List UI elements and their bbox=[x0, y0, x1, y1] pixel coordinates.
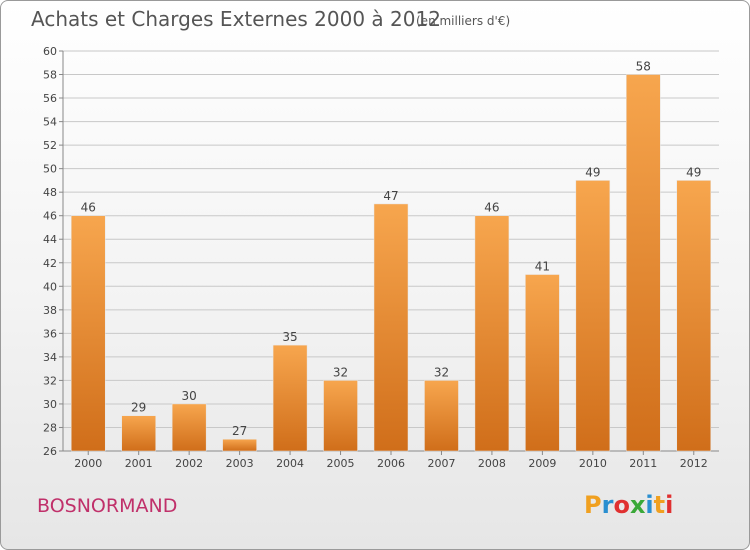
data-label: 30 bbox=[182, 389, 197, 403]
y-tick-label: 30 bbox=[43, 398, 57, 411]
x-tick-label: 2012 bbox=[680, 457, 708, 470]
bar-2011 bbox=[626, 74, 661, 452]
y-tick-label: 52 bbox=[43, 139, 57, 152]
x-tick-label: 2001 bbox=[125, 457, 153, 470]
logo-letter: i bbox=[665, 491, 674, 519]
chart-title: Achats et Charges Externes 2000 à 2012 bbox=[31, 7, 441, 31]
data-label: 58 bbox=[636, 60, 651, 74]
y-tick-label: 48 bbox=[43, 186, 57, 199]
bar-2003 bbox=[222, 438, 257, 452]
bar-2002 bbox=[171, 403, 207, 452]
bar-2004 bbox=[272, 344, 308, 452]
y-tick-label: 26 bbox=[43, 445, 57, 458]
data-label: 47 bbox=[383, 189, 398, 203]
y-tick-label: 50 bbox=[43, 163, 57, 176]
y-tick-label: 60 bbox=[43, 45, 57, 58]
data-label: 49 bbox=[585, 165, 600, 179]
y-tick-label: 54 bbox=[43, 116, 57, 129]
chart-subtitle: (en milliers d'€) bbox=[416, 14, 511, 28]
bar-2010 bbox=[575, 180, 611, 452]
y-tick-label: 58 bbox=[43, 69, 57, 82]
data-label: 32 bbox=[333, 365, 348, 379]
y-tick-label: 32 bbox=[43, 374, 57, 387]
bar-2009 bbox=[525, 274, 560, 452]
data-label: 41 bbox=[535, 260, 550, 274]
x-tick-label: 2011 bbox=[629, 457, 657, 470]
data-label: 27 bbox=[232, 424, 247, 438]
logo-letter: i bbox=[645, 491, 654, 519]
y-tick-label: 34 bbox=[43, 351, 57, 364]
data-label: 46 bbox=[81, 201, 96, 215]
x-tick-label: 2004 bbox=[276, 457, 304, 470]
x-tick-label: 2008 bbox=[478, 457, 506, 470]
y-tick-label: 56 bbox=[43, 92, 57, 105]
x-tick-label: 2003 bbox=[226, 457, 254, 470]
data-label: 49 bbox=[686, 165, 701, 179]
data-label: 35 bbox=[282, 330, 297, 344]
bar-2005 bbox=[323, 380, 358, 452]
logo-letter: x bbox=[629, 491, 646, 519]
y-tick-label: 38 bbox=[43, 304, 57, 317]
proxiti-logo[interactable]: Proxiti bbox=[584, 491, 673, 519]
y-tick-label: 40 bbox=[43, 280, 57, 293]
y-tick-label: 44 bbox=[43, 233, 57, 246]
y-tick-label: 46 bbox=[43, 210, 57, 223]
x-tick-label: 2002 bbox=[175, 457, 203, 470]
x-tick-label: 2006 bbox=[377, 457, 405, 470]
bar-2007 bbox=[424, 380, 459, 452]
bar-2006 bbox=[373, 203, 409, 452]
data-label: 32 bbox=[434, 365, 449, 379]
logo-letter: o bbox=[613, 491, 630, 519]
x-tick-label: 2007 bbox=[427, 457, 455, 470]
bar-2012 bbox=[676, 180, 712, 452]
logo-letter: r bbox=[601, 491, 614, 519]
data-label: 29 bbox=[131, 401, 146, 415]
data-label: 46 bbox=[484, 201, 499, 215]
bars bbox=[70, 74, 712, 452]
x-tick-label: 2000 bbox=[74, 457, 102, 470]
commune-name: BOSNORMAND bbox=[37, 495, 178, 517]
logo-letter: t bbox=[653, 491, 666, 519]
bar-2008 bbox=[474, 215, 510, 452]
data-labels: 46 29 30 27 35 32 47 32 46 41 49 58 49 bbox=[81, 60, 702, 439]
y-tick-label: 28 bbox=[43, 421, 57, 434]
x-tick-label: 2005 bbox=[327, 457, 355, 470]
y-tick-label: 36 bbox=[43, 327, 57, 340]
logo-letter: P bbox=[584, 491, 602, 519]
y-tick-label: 42 bbox=[43, 257, 57, 270]
bar-2000 bbox=[70, 215, 106, 452]
x-tick-label: 2010 bbox=[579, 457, 607, 470]
x-tick-label: 2009 bbox=[528, 457, 556, 470]
bar-2001 bbox=[121, 415, 156, 452]
x-axis: 2000 2001 2002 2003 2004 2005 2006 2007 2008 2009… bbox=[74, 451, 708, 470]
